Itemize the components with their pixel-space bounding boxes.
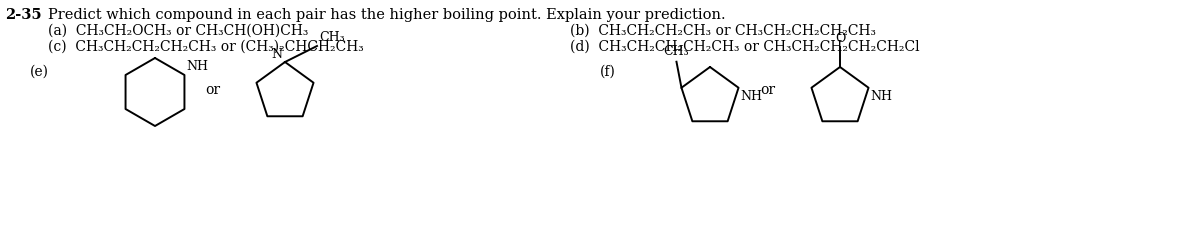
Text: or: or <box>205 83 220 97</box>
Text: CH₃: CH₃ <box>664 45 689 58</box>
Text: N: N <box>271 48 282 61</box>
Text: 2-35: 2-35 <box>5 8 42 22</box>
Text: NH: NH <box>740 90 762 103</box>
Text: NH: NH <box>870 90 893 103</box>
Text: NH: NH <box>186 60 209 73</box>
Text: (e): (e) <box>30 65 49 79</box>
Text: (d)  CH₃CH₂CH₂CH₂CH₃ or CH₃CH₂CH₂CH₂CH₂Cl: (d) CH₃CH₂CH₂CH₂CH₃ or CH₃CH₂CH₂CH₂CH₂Cl <box>570 40 919 54</box>
Text: O: O <box>835 32 845 45</box>
Text: or: or <box>760 83 775 97</box>
Text: (b)  CH₃CH₂CH₂CH₃ or CH₃CH₂CH₂CH₂CH₃: (b) CH₃CH₂CH₂CH₃ or CH₃CH₂CH₂CH₂CH₃ <box>570 24 876 38</box>
Text: CH₃: CH₃ <box>319 31 344 44</box>
Text: Predict which compound in each pair has the higher boiling point. Explain your p: Predict which compound in each pair has … <box>48 8 726 22</box>
Text: (f): (f) <box>600 65 616 79</box>
Text: (c)  CH₃CH₂CH₂CH₂CH₃ or (CH₃)₂CHCH₂CH₃: (c) CH₃CH₂CH₂CH₂CH₃ or (CH₃)₂CHCH₂CH₃ <box>48 40 364 54</box>
Text: (a)  CH₃CH₂OCH₃ or CH₃CH(OH)CH₃: (a) CH₃CH₂OCH₃ or CH₃CH(OH)CH₃ <box>48 24 308 38</box>
